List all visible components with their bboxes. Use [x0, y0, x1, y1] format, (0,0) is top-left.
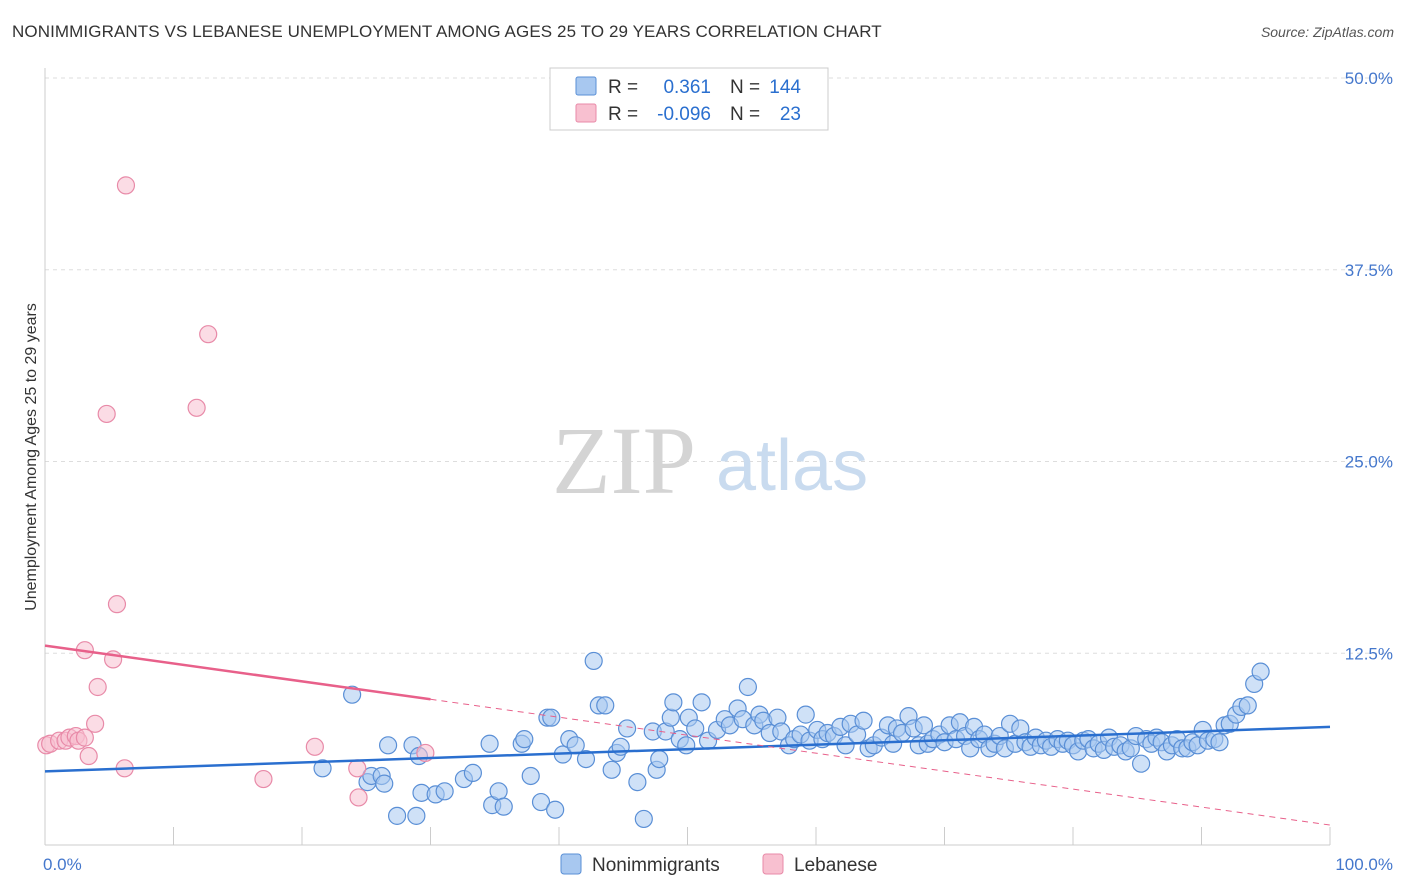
y-tick-labels: 12.5% 25.0% 37.5% 50.0%: [1345, 69, 1393, 663]
y-axis-title: Unemployment Among Ages 25 to 29 years: [23, 303, 40, 611]
lebanese-point: [187, 398, 206, 417]
nonimmigrants-point: [650, 749, 669, 769]
nonimmigrants-point: [854, 711, 873, 730]
nonimmigrants-point: [375, 774, 394, 793]
nonimmigrants-point: [494, 797, 513, 816]
legend-n-label: N =: [730, 77, 760, 98]
nonimmigrants-point: [914, 716, 934, 735]
nonimmigrants-point: [602, 760, 621, 779]
legend-r-value: 0.361: [663, 77, 711, 98]
nonimmigrants-point: [387, 806, 407, 825]
y-tick-label: 50.0%: [1345, 69, 1393, 88]
nonimmigrants-point: [343, 685, 362, 704]
nonimmigrants-point: [480, 734, 499, 753]
watermark: ZIP atlas: [552, 407, 868, 514]
nonimmigrants-point: [521, 766, 540, 786]
nonimmigrants-point: [836, 736, 855, 755]
legend-n-value: 23: [780, 104, 801, 125]
lebanese-point: [116, 176, 136, 195]
nonimmigrants-point: [378, 736, 398, 755]
lebanese-point: [88, 677, 107, 697]
legend-n-value: 144: [769, 77, 801, 98]
axes: [44, 68, 1331, 846]
x-tick-label: 0.0%: [43, 855, 82, 874]
nonimmigrants-point: [531, 792, 551, 812]
nonimmigrants-point: [618, 719, 637, 738]
legend-swatch-lebanese: [575, 103, 597, 123]
lebanese-point: [349, 788, 368, 807]
nonimmigrants-point: [692, 693, 711, 712]
watermark-atlas: atlas: [716, 426, 868, 506]
nonimmigrants-point: [584, 651, 603, 671]
lebanese-point: [75, 728, 94, 747]
nonimmigrants-point: [1238, 696, 1257, 715]
nonimmigrants-point: [796, 705, 815, 724]
watermark-zip: ZIP: [552, 407, 696, 514]
nonimmigrants-point: [1251, 662, 1270, 681]
lebanese-trend-line: [44, 644, 431, 701]
nonimmigrants-point: [661, 708, 680, 727]
series-legend: Nonimmigrants Lebanese: [560, 853, 877, 876]
chart-title: NONIMMIGRANTS VS LEBANESE UNEMPLOYMENT A…: [12, 22, 882, 41]
legend-r-label: R =: [608, 104, 638, 125]
series-lebanese: [37, 176, 435, 807]
y-tick-label: 25.0%: [1345, 453, 1393, 472]
nonimmigrants-point: [1132, 754, 1151, 773]
x-tick-labels: 0.0% 100.0%: [43, 855, 1393, 874]
bottom-legend-swatch-lebanese: [762, 853, 784, 875]
trend-lines: [44, 644, 1331, 826]
gridlines: [45, 77, 1392, 654]
nonimmigrants-point: [435, 782, 454, 801]
lebanese-point: [79, 746, 98, 766]
nonimmigrants-point: [634, 809, 653, 829]
nonimmigrants-point: [546, 800, 565, 819]
lebanese-point: [254, 769, 273, 789]
nonimmigrants-point: [542, 708, 561, 727]
nonimmigrants-point: [738, 677, 757, 697]
legend-r-value: -0.096: [657, 104, 711, 125]
nonimmigrants-point: [576, 749, 596, 769]
nonimmigrants-point: [686, 719, 705, 738]
lebanese-point: [86, 714, 105, 733]
nonimmigrants-point: [515, 730, 534, 749]
bottom-legend-label-nonimmigrants: Nonimmigrants: [592, 855, 720, 876]
lebanese-point: [107, 595, 127, 614]
legend-swatch-nonimmigrants: [575, 76, 597, 96]
lebanese-point: [97, 404, 116, 424]
nonimmigrants-point: [1210, 733, 1229, 752]
correlation-legend: R = 0.361 N = 144 R = -0.096 N = 23: [549, 67, 829, 131]
bottom-legend-swatch-nonimmigrants: [560, 853, 582, 875]
lebanese-point: [305, 737, 324, 756]
x-tick-label: 100.0%: [1335, 855, 1393, 874]
legend-n-label: N =: [730, 104, 760, 125]
lebanese-trend-extension: [430, 698, 1331, 826]
lebanese-point: [199, 325, 218, 344]
y-tick-label: 12.5%: [1345, 644, 1393, 663]
nonimmigrants-point: [313, 759, 332, 778]
lebanese-point: [348, 759, 367, 778]
legend-r-label: R =: [608, 77, 638, 98]
nonimmigrants-point: [664, 693, 683, 712]
nonimmigrants-point: [677, 736, 696, 755]
y-tick-label: 37.5%: [1345, 261, 1393, 280]
nonimmigrants-trend-line: [44, 725, 1331, 773]
nonimmigrants-point: [596, 696, 615, 715]
series-nonimmigrants: [313, 651, 1270, 829]
nonimmigrants-point: [628, 773, 647, 792]
nonimmigrants-point: [407, 806, 426, 825]
source-credit: Source: ZipAtlas.com: [1260, 24, 1394, 40]
nonimmigrants-point: [463, 763, 483, 783]
nonimmigrants-point: [489, 782, 508, 801]
bottom-legend-label-lebanese: Lebanese: [794, 855, 877, 876]
